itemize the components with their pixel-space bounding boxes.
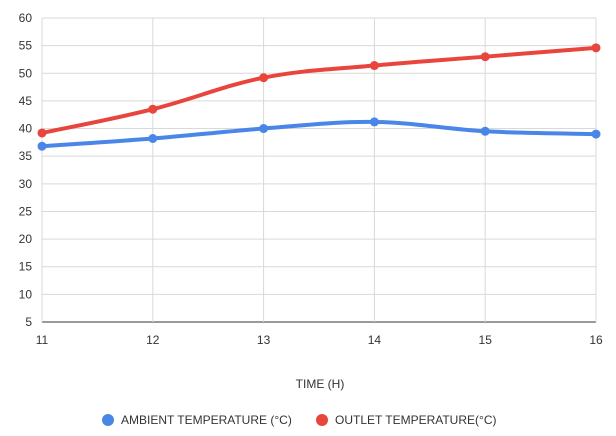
y-tick-label: 35: [19, 149, 33, 163]
x-tick-label: 11: [36, 333, 49, 347]
y-tick-label: 10: [19, 287, 33, 301]
data-point-outlet: [480, 52, 490, 62]
data-point-ambient: [480, 126, 490, 136]
y-axis-tick-labels: 5 10 15 20 25 30 35 40 45 50 55 60: [19, 11, 33, 329]
x-tick-label: 13: [257, 333, 271, 347]
x-tick-label: 16: [589, 333, 603, 347]
legend-marker-outlet: [316, 414, 328, 426]
y-tick-label: 55: [19, 39, 33, 53]
data-point-outlet: [591, 43, 601, 53]
y-tick-label: 5: [25, 315, 32, 329]
data-point-ambient: [37, 141, 47, 151]
data-point-outlet: [369, 61, 379, 71]
series-line-outlet: [40, 45, 598, 135]
data-point-ambient: [369, 117, 379, 127]
x-tick-label: 14: [368, 333, 382, 347]
y-tick-label: 30: [19, 177, 33, 191]
legend: AMBIENT TEMPERATURE (°C) OUTLET TEMPERATU…: [102, 413, 496, 427]
y-tick-label: 40: [19, 122, 33, 136]
x-tick-label: 15: [479, 333, 493, 347]
legend-label-ambient: AMBIENT TEMPERATURE (°C): [121, 413, 292, 427]
data-point-outlet: [37, 128, 47, 138]
data-point-ambient: [259, 124, 269, 134]
x-axis-tick-labels: 11 12 13 14 15 16: [36, 333, 603, 347]
y-tick-label: 25: [19, 204, 33, 218]
data-point-outlet: [148, 104, 158, 114]
gridlines: [41, 17, 597, 323]
y-tick-label: 60: [19, 11, 33, 25]
data-point-ambient: [591, 129, 601, 139]
legend-marker-ambient: [102, 414, 114, 426]
data-point-ambient: [148, 133, 158, 143]
data-point-outlet: [259, 73, 269, 83]
y-tick-label: 15: [19, 260, 33, 274]
legend-label-outlet: OUTLET TEMPERATURE(°C): [335, 413, 496, 427]
series-line-ambient: [40, 119, 598, 149]
y-tick-label: 45: [19, 94, 33, 108]
y-tick-label: 20: [19, 232, 33, 246]
y-tick-label: 50: [19, 66, 33, 80]
x-tick-label: 12: [146, 333, 160, 347]
series-lines: [37, 43, 601, 151]
x-axis-title: TIME (H): [296, 377, 345, 391]
